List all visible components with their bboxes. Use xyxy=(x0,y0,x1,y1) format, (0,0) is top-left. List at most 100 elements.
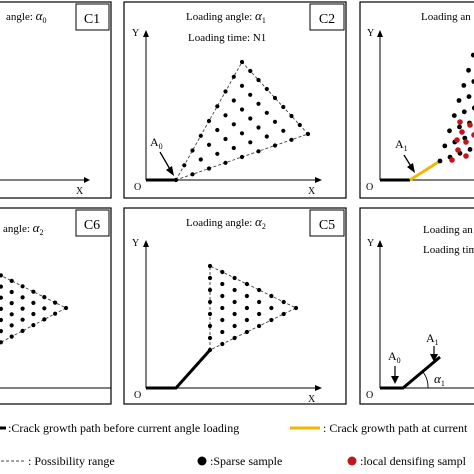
sample-point xyxy=(281,299,286,305)
panel-c2-tag: C2 xyxy=(319,12,335,27)
sample-point xyxy=(257,311,262,317)
sample-point xyxy=(206,118,212,124)
sample-point xyxy=(244,317,249,323)
sample-point xyxy=(0,329,3,334)
sample-point xyxy=(9,289,14,295)
panel-c1-tag: C1 xyxy=(84,12,100,27)
sample-point xyxy=(232,323,237,329)
sample-point xyxy=(264,134,269,139)
sample-point xyxy=(207,347,213,353)
sample-point xyxy=(0,273,3,278)
sample-point xyxy=(53,300,58,305)
panel-c2-marker: A0 xyxy=(150,135,163,151)
sample-point xyxy=(244,281,249,287)
sample-point xyxy=(190,172,195,177)
sample-point xyxy=(256,149,261,154)
sample-point xyxy=(289,137,294,142)
sample-point xyxy=(215,104,220,109)
sample-point xyxy=(293,305,299,311)
sample-point xyxy=(272,119,278,124)
sample-point xyxy=(223,113,228,118)
panel-c6-samples xyxy=(0,273,69,345)
panel-c5-tag: C5 xyxy=(319,218,335,233)
panel-c6-tag: C6 xyxy=(84,218,100,233)
panel-c2: C2 Loading angle: α1 Loading time: N1 Y … xyxy=(123,1,347,199)
sample-point xyxy=(220,293,225,299)
sample-point xyxy=(244,293,249,299)
sample-point xyxy=(0,317,3,323)
sample-point xyxy=(232,287,237,293)
sample-point xyxy=(466,67,471,73)
sample-point xyxy=(442,143,448,149)
sample-point xyxy=(232,335,237,341)
sample-point xyxy=(256,125,261,130)
dense-sample-point xyxy=(463,153,469,159)
sample-point xyxy=(239,154,245,160)
sample-point xyxy=(248,68,253,74)
sample-point xyxy=(31,300,36,305)
panel-c5-y-label: Y xyxy=(132,238,139,249)
panel-c2-title-1: Loading angle: α1 xyxy=(186,8,266,25)
dense-sample-point xyxy=(459,129,465,135)
panel-c5-samples xyxy=(207,263,299,353)
sample-point xyxy=(182,163,187,168)
sample-point xyxy=(231,98,236,103)
sample-point xyxy=(269,293,274,299)
sample-point xyxy=(289,113,294,119)
panel-c2-samples xyxy=(173,59,311,183)
sample-point xyxy=(0,295,3,300)
sample-point xyxy=(53,311,58,316)
panel-c5-origin: O xyxy=(134,390,141,401)
sample-point xyxy=(470,52,474,58)
legend-sparse-dot xyxy=(197,456,207,466)
sample-point xyxy=(215,151,220,156)
sample-point xyxy=(281,311,286,317)
dense-sample-point xyxy=(454,137,460,143)
sample-point xyxy=(264,110,269,115)
sample-point xyxy=(207,299,213,305)
sample-point xyxy=(256,101,261,106)
panel-c4-marker-a0: A0 xyxy=(388,349,401,365)
sample-point xyxy=(0,306,3,311)
sample-point xyxy=(456,98,462,103)
panel-c1-x-label: X xyxy=(76,186,84,197)
sample-point xyxy=(20,295,25,300)
panel-c4-origin: O xyxy=(366,390,373,401)
sample-point xyxy=(269,317,274,323)
sample-point xyxy=(451,113,457,118)
legend-crack-before: :Crack growth path before current angle … xyxy=(8,421,239,435)
sample-point xyxy=(264,86,269,92)
panel-c3-y-label: Y xyxy=(367,28,374,39)
sample-point xyxy=(248,140,253,145)
sample-point xyxy=(223,136,228,142)
sample-point xyxy=(281,128,286,133)
panel-c2-title-2: Loading time: N1 xyxy=(188,32,266,44)
legend: :Crack growth path before current angle … xyxy=(0,421,468,468)
sample-point xyxy=(207,323,213,329)
panel-c4-title-1: Loading an xyxy=(423,224,473,236)
legend-dense: :local densifing sampl xyxy=(360,454,467,468)
sample-point xyxy=(31,311,36,317)
sample-point xyxy=(220,281,225,287)
sample-point xyxy=(42,295,47,300)
sample-point xyxy=(20,328,25,333)
sample-point xyxy=(207,335,213,341)
legend-dense-dot xyxy=(347,456,357,466)
sample-point xyxy=(0,284,3,289)
sample-point xyxy=(272,95,278,101)
sample-point xyxy=(239,107,245,112)
legend-sparse: :Sparse sample xyxy=(210,454,282,468)
sample-point xyxy=(232,275,237,281)
panel-c4-title-2: Loading tim xyxy=(423,244,474,256)
sample-point xyxy=(272,143,278,148)
sample-point xyxy=(215,127,220,133)
sample-point xyxy=(31,323,36,328)
sample-point xyxy=(447,128,452,134)
panel-c6-title: angle: α2 xyxy=(3,220,43,237)
sample-point xyxy=(206,166,212,171)
dense-sample-point xyxy=(471,132,474,138)
sample-point xyxy=(257,299,262,305)
sample-point xyxy=(461,109,467,115)
sample-point xyxy=(471,79,474,84)
sample-point xyxy=(466,94,472,99)
